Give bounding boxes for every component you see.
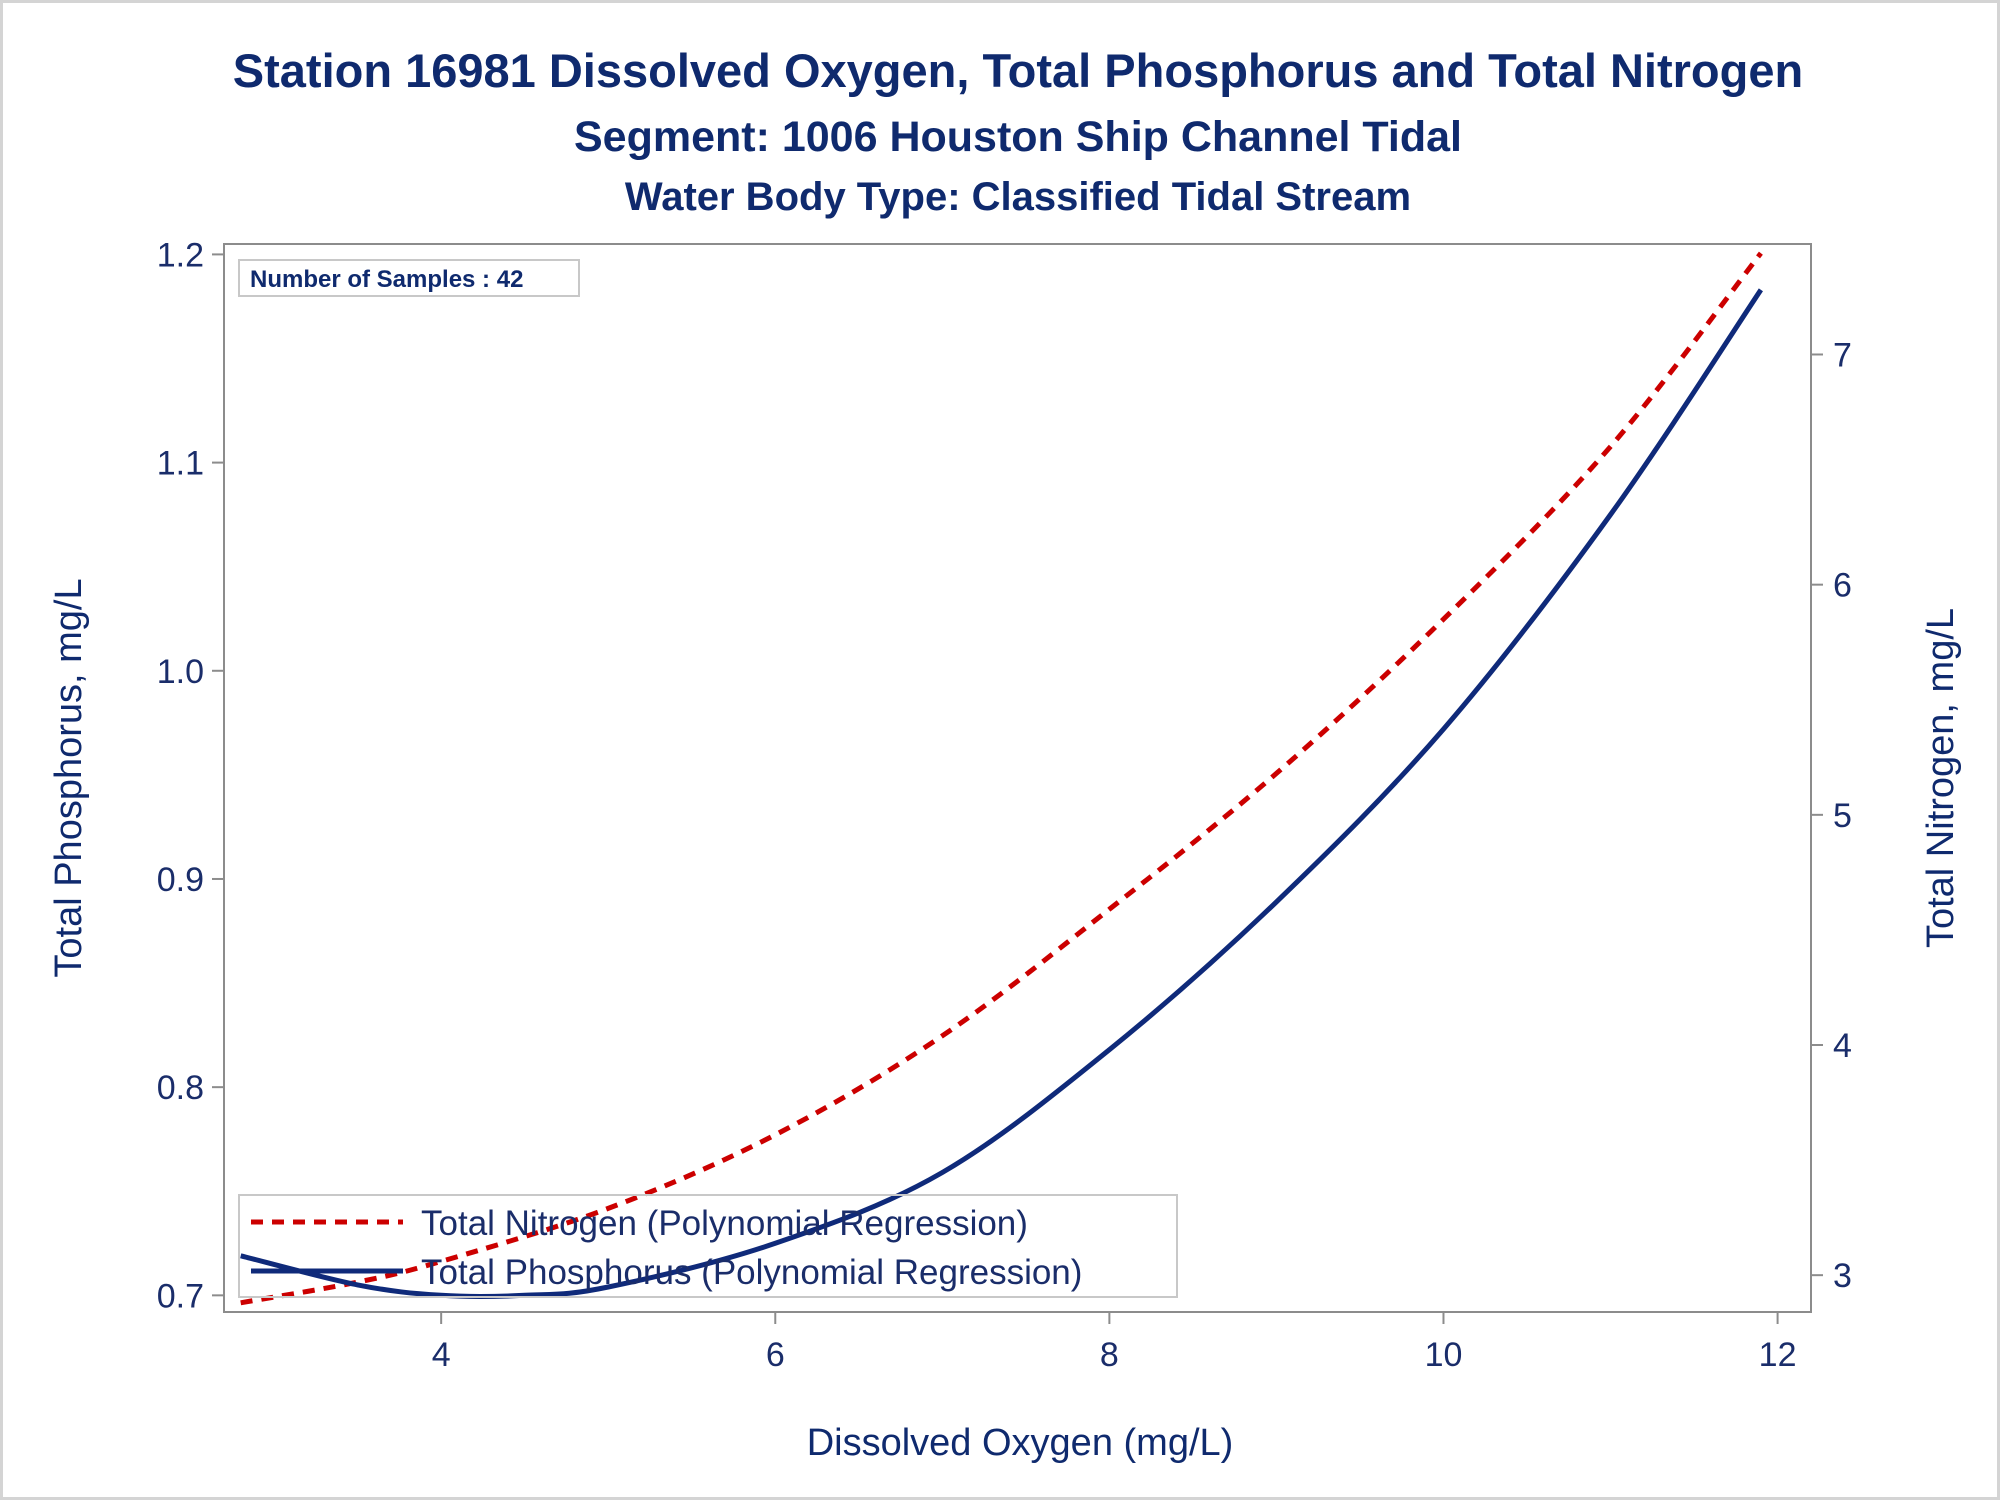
- x-tick-label: 4: [432, 1336, 451, 1374]
- plot-area: [223, 243, 1812, 1313]
- x-tick-label: 8: [1100, 1336, 1119, 1374]
- y2-axis-ticks: 3 4 5 6 7: [1811, 336, 1852, 1295]
- y2-tick-label: 5: [1833, 797, 1852, 835]
- x-axis-label: Dissolved Oxygen (mg/L): [807, 1422, 1234, 1464]
- chart-subtitle-2: Water Body Type: Classified Tidal Stream: [625, 175, 1411, 219]
- y2-tick-label: 4: [1833, 1027, 1852, 1065]
- sample-count-text: Number of Samples : 42: [250, 266, 523, 293]
- phosphorus-regression-line: [240, 288, 1763, 1299]
- chart-title: Station 16981 Dissolved Oxygen, Total Ph…: [233, 44, 1803, 97]
- legend-label-phosphorus: Total Phosphorus (Polynomial Regression): [421, 1253, 1082, 1292]
- y-tick-label: 1.1: [157, 445, 204, 483]
- x-axis-ticks: 4 6 8 10 12: [432, 1312, 1797, 1374]
- series-layer: [240, 251, 1763, 1306]
- x-tick-label: 10: [1425, 1336, 1463, 1374]
- sample-count-box: [238, 259, 580, 297]
- chart-subtitle: Segment: 1006 Houston Ship Channel Tidal: [574, 113, 1462, 161]
- legend-label-nitrogen: Total Nitrogen (Polynomial Regression): [421, 1204, 1028, 1243]
- sample-count-inset: Number of Samples : 42: [238, 259, 580, 297]
- y-tick-label: 1.0: [157, 653, 204, 691]
- nitrogen-regression-line: [240, 251, 1763, 1306]
- y-axis-label: Total Phosphorus, mg/L: [48, 578, 90, 977]
- y2-tick-label: 3: [1833, 1257, 1852, 1295]
- y-tick-label: 0.7: [157, 1277, 204, 1315]
- y2-tick-label: 7: [1833, 336, 1852, 374]
- y2-axis-label: Total Nitrogen, mg/L: [1920, 608, 1962, 948]
- y2-tick-label: 6: [1833, 567, 1852, 605]
- x-tick-label: 6: [766, 1336, 785, 1374]
- y-tick-label: 1.2: [157, 236, 204, 274]
- y-tick-label: 0.8: [157, 1069, 204, 1107]
- x-tick-label: 12: [1759, 1336, 1797, 1374]
- legend-box: [238, 1194, 1178, 1298]
- chart-svg: Station 16981 Dissolved Oxygen, Total Ph…: [48, 44, 1962, 1464]
- y-tick-label: 0.9: [157, 861, 204, 899]
- y-axis-ticks: 0.7 0.8 0.9 1.0 1.1 1.2: [157, 236, 224, 1315]
- legend: Total Nitrogen (Polynomial Regression) T…: [238, 1194, 1178, 1298]
